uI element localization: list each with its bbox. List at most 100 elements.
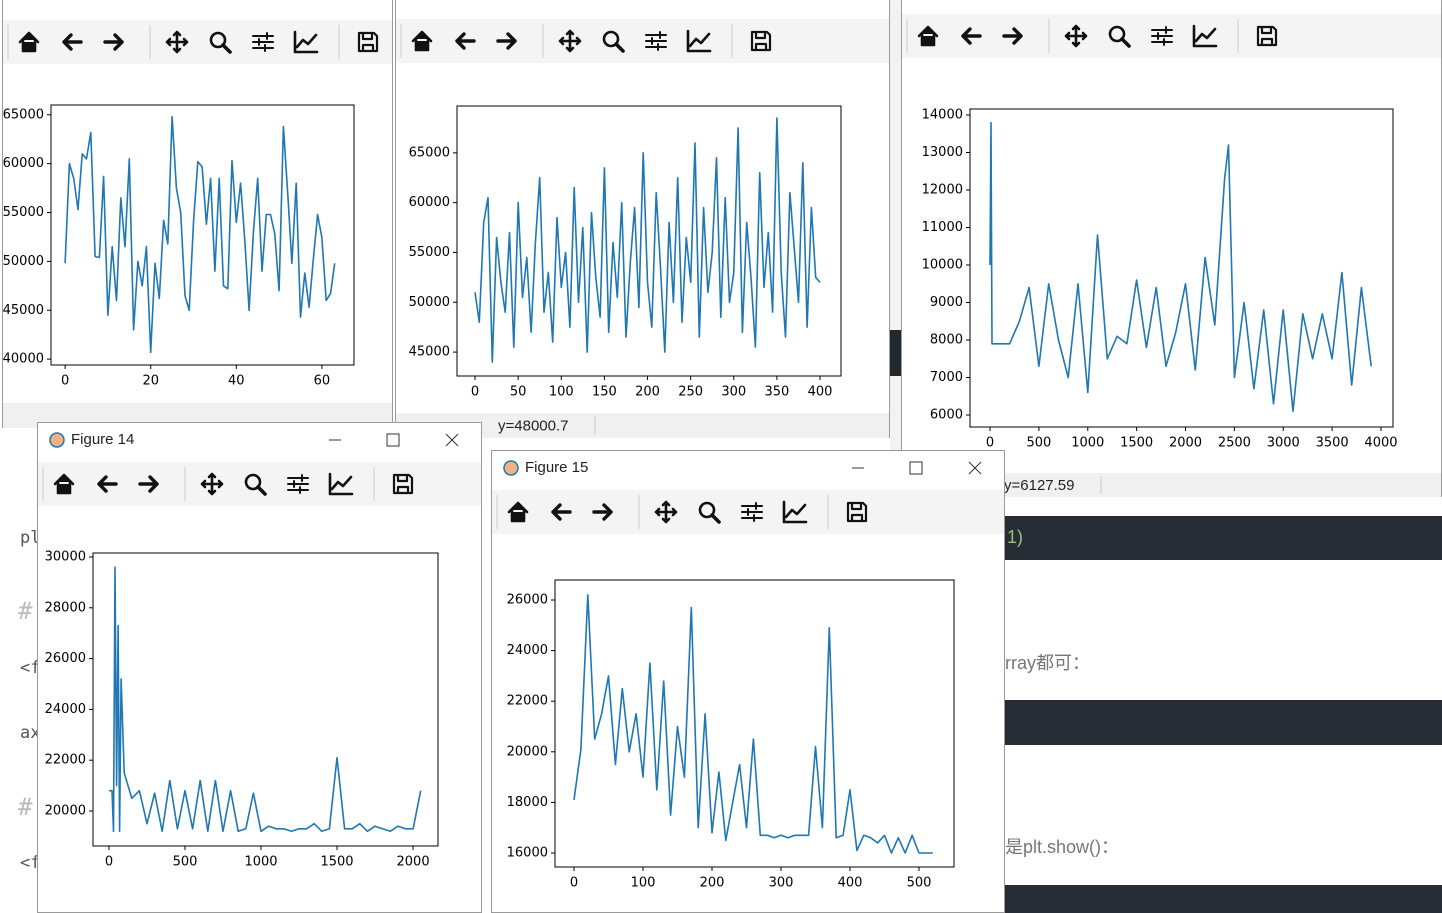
y-tick-label: 6000 — [930, 408, 963, 423]
x-tick-label: 100 — [631, 876, 656, 891]
y-tick-label: 16000 — [507, 846, 548, 861]
x-tick-label: 200 — [700, 876, 725, 891]
x-tick-label: 0 — [986, 436, 994, 451]
y-tick-label: 22000 — [507, 694, 548, 709]
toolbar-icon-shape — [62, 33, 83, 51]
toolbar-icon-shape — [328, 472, 354, 496]
toolbar-button[interactable] — [200, 472, 224, 496]
y-tick-label: 12000 — [922, 183, 963, 198]
toolbar-button[interactable] — [97, 475, 118, 493]
toolbar-button[interactable] — [138, 475, 159, 493]
toolbar-button[interactable] — [209, 31, 232, 54]
toolbar-button[interactable] — [917, 25, 939, 47]
toolbar-button[interactable] — [165, 30, 189, 54]
toolbar-button[interactable] — [392, 473, 414, 495]
axes-frame — [554, 579, 955, 868]
toolbar-button[interactable] — [18, 31, 40, 53]
x-tick-label: 300 — [769, 876, 794, 891]
toolbar-button[interactable] — [1002, 27, 1023, 45]
code-bar — [1005, 700, 1442, 745]
toolbar-button[interactable] — [654, 500, 678, 524]
close-button[interactable] — [445, 433, 459, 447]
y-tick-label: 8000 — [930, 333, 963, 348]
toolbar-button[interactable] — [1108, 25, 1131, 48]
close-button[interactable] — [968, 461, 982, 475]
x-tick-label: 1000 — [244, 855, 277, 870]
toolbar-separator — [906, 19, 1239, 53]
toolbar-button[interactable] — [103, 33, 124, 51]
x-tick-label: 40 — [228, 374, 245, 389]
y-tick-label: 10000 — [922, 258, 963, 273]
window-frame — [901, 0, 1442, 497]
maximize-button[interactable] — [909, 461, 923, 475]
toolbar-icon-shape — [1151, 26, 1173, 46]
y-tick-label: 45000 — [409, 345, 450, 360]
toolbar-button[interactable] — [287, 474, 309, 494]
toolbar-icon-shape — [1256, 25, 1278, 47]
toolbar-button[interactable] — [846, 501, 868, 523]
toolbar-icon-shape — [710, 513, 721, 524]
toolbar-button[interactable] — [1192, 24, 1218, 48]
toolbar-button[interactable] — [293, 30, 319, 54]
y-tick-label: 28000 — [45, 600, 86, 615]
y-tick-label: 9000 — [930, 295, 963, 310]
toolbar-button[interactable] — [496, 32, 517, 50]
toolbar-button[interactable] — [602, 30, 625, 53]
x-tick-label: 1500 — [320, 855, 353, 870]
toolbar-button[interactable] — [645, 31, 667, 51]
x-tick-label: 0 — [61, 374, 69, 389]
toolbar-icon-shape — [1064, 24, 1088, 48]
toolbar-button[interactable] — [1151, 26, 1173, 46]
toolbar-button[interactable] — [750, 30, 772, 52]
toolbar-button[interactable] — [328, 472, 354, 496]
toolbar-icon-shape — [614, 42, 625, 53]
y-tick-label: 24000 — [507, 643, 548, 658]
text-fragment: pl — [20, 528, 40, 548]
x-tick-label: 400 — [808, 385, 833, 400]
y-tick-label: 55000 — [409, 245, 450, 260]
y-tick-label: 26000 — [45, 651, 86, 666]
text-fragment: 是plt.show()： — [1005, 837, 1119, 857]
toolbar-icon-shape — [209, 31, 227, 49]
toolbar-separator — [400, 24, 733, 58]
x-tick-label: 2000 — [397, 855, 430, 870]
axes-frame — [969, 108, 1394, 428]
toolbar-button[interactable] — [592, 503, 613, 521]
toolbar-button[interactable] — [551, 503, 572, 521]
toolbar-button[interactable] — [1256, 25, 1278, 47]
toolbar-icon-shape — [654, 500, 678, 524]
toolbar-button[interactable] — [686, 29, 712, 53]
toolbar-button[interactable] — [357, 31, 379, 53]
toolbar-separator — [7, 25, 340, 59]
toolbar-button[interactable] — [698, 501, 721, 524]
toolbar-button[interactable] — [741, 502, 763, 522]
x-tick-label: 200 — [635, 385, 660, 400]
toolbar-button[interactable] — [411, 30, 433, 52]
toolbar-icon-shape — [558, 29, 582, 53]
maximize-button[interactable] — [386, 433, 400, 447]
y-tick-label: 20000 — [45, 803, 86, 818]
toolbar-button[interactable] — [244, 473, 267, 496]
toolbar-button[interactable] — [1064, 24, 1088, 48]
x-tick-label: 1500 — [1120, 436, 1153, 451]
x-tick-label: 0 — [570, 876, 578, 891]
toolbar-button[interactable] — [782, 500, 808, 524]
toolbar-button[interactable] — [455, 32, 476, 50]
toolbar-icon-shape — [592, 503, 613, 521]
toolbar-icon-shape — [244, 473, 262, 491]
toolbar-icon-shape — [602, 30, 620, 48]
y-tick-label: 24000 — [45, 702, 86, 717]
toolbar-button[interactable] — [558, 29, 582, 53]
toolbar-button[interactable] — [53, 473, 75, 495]
window: Figure 14 20000 22000 24000 26000 28000 30000 0… — [37, 422, 482, 913]
x-tick-label: 2000 — [1169, 436, 1202, 451]
toolbar-button[interactable] — [961, 27, 982, 45]
toolbar-button[interactable] — [507, 501, 529, 523]
y-tick-label: 14000 — [922, 108, 963, 123]
toolbar-icon-shape — [18, 31, 40, 53]
toolbar-button[interactable] — [252, 32, 274, 52]
x-tick-label: 3500 — [1316, 436, 1349, 451]
toolbar-button[interactable] — [62, 33, 83, 51]
